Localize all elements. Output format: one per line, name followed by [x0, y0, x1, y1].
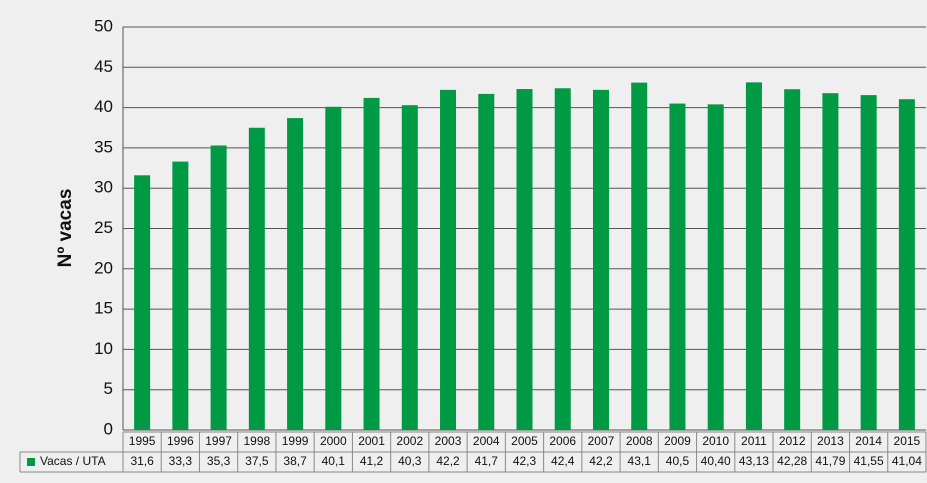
y-tick-label: 25 [94, 218, 113, 237]
data-label: 40,3 [398, 454, 422, 468]
x-tick-label: 2005 [511, 434, 538, 448]
data-label: 42,2 [436, 454, 460, 468]
x-tick-label: 2006 [549, 434, 576, 448]
bar [363, 97, 380, 430]
y-tick-label: 15 [94, 299, 113, 318]
data-label: 43,13 [739, 454, 769, 468]
bar [401, 105, 418, 430]
x-tick-label: 1996 [167, 434, 194, 448]
bar [210, 145, 227, 430]
data-label: 33,3 [169, 454, 193, 468]
x-tick-label: 2011 [741, 434, 767, 448]
data-label: 31,6 [130, 454, 154, 468]
x-tick-label: 2000 [320, 434, 347, 448]
y-tick-label: 40 [94, 97, 113, 116]
bar [478, 93, 495, 430]
data-label: 40,5 [666, 454, 690, 468]
bar [860, 95, 877, 431]
y-tick-label: 5 [104, 379, 113, 398]
x-tick-label: 2002 [396, 434, 423, 448]
x-tick-label: 2007 [588, 434, 615, 448]
data-label: 41,79 [815, 454, 845, 468]
bar [822, 93, 839, 430]
y-tick-label: 35 [94, 137, 113, 156]
x-tick-label: 2014 [855, 434, 882, 448]
bar [669, 103, 686, 430]
data-label: 42,28 [777, 454, 807, 468]
bar [592, 89, 609, 431]
x-tick-label: 1997 [205, 434, 232, 448]
data-label: 35,3 [207, 454, 231, 468]
bar [287, 118, 304, 430]
y-tick-label: 0 [104, 419, 113, 438]
x-tick-label: 2004 [473, 434, 500, 448]
y-tick-label: 50 [94, 16, 113, 35]
y-axis-label: Nº vacas [55, 189, 76, 268]
bar [134, 175, 151, 430]
data-label: 37,5 [245, 454, 269, 468]
bar [554, 88, 571, 431]
data-label: 41,55 [854, 454, 884, 468]
bar [784, 89, 801, 430]
bar [707, 104, 724, 430]
y-tick-label: 20 [94, 258, 113, 277]
data-label: 41,2 [360, 454, 384, 468]
x-tick-label: 2009 [664, 434, 691, 448]
bar [440, 89, 457, 431]
bar [745, 82, 762, 431]
x-tick-label: 2008 [626, 434, 653, 448]
x-tick-label: 2010 [702, 434, 729, 448]
data-label: 40,40 [701, 454, 731, 468]
legend-label: Vacas / UTA [40, 454, 106, 468]
data-label: 42,2 [589, 454, 613, 468]
bar [248, 127, 265, 430]
bar [516, 89, 533, 430]
y-tick-label: 10 [94, 339, 113, 358]
x-tick-label: 1998 [243, 434, 270, 448]
bar [325, 106, 342, 430]
x-tick-label: 2003 [435, 434, 462, 448]
data-label: 41,04 [892, 454, 922, 468]
y-tick-label: 45 [94, 57, 113, 76]
data-label: 41,7 [475, 454, 499, 468]
x-tick-label: 1995 [129, 434, 156, 448]
data-label: 42,3 [513, 454, 537, 468]
x-tick-label: 2015 [894, 434, 921, 448]
bar [631, 82, 648, 430]
x-tick-label: 2001 [358, 434, 385, 448]
bar [898, 99, 915, 431]
data-label: 38,7 [283, 454, 307, 468]
x-tick-label: 2012 [779, 434, 806, 448]
data-label: 43,1 [628, 454, 652, 468]
data-label: 40,1 [322, 454, 346, 468]
x-tick-label: 1999 [282, 434, 309, 448]
legend-swatch [27, 458, 35, 466]
bar [172, 161, 189, 431]
y-tick-label: 30 [94, 178, 113, 197]
x-tick-label: 2013 [817, 434, 844, 448]
data-label: 42,4 [551, 454, 575, 468]
